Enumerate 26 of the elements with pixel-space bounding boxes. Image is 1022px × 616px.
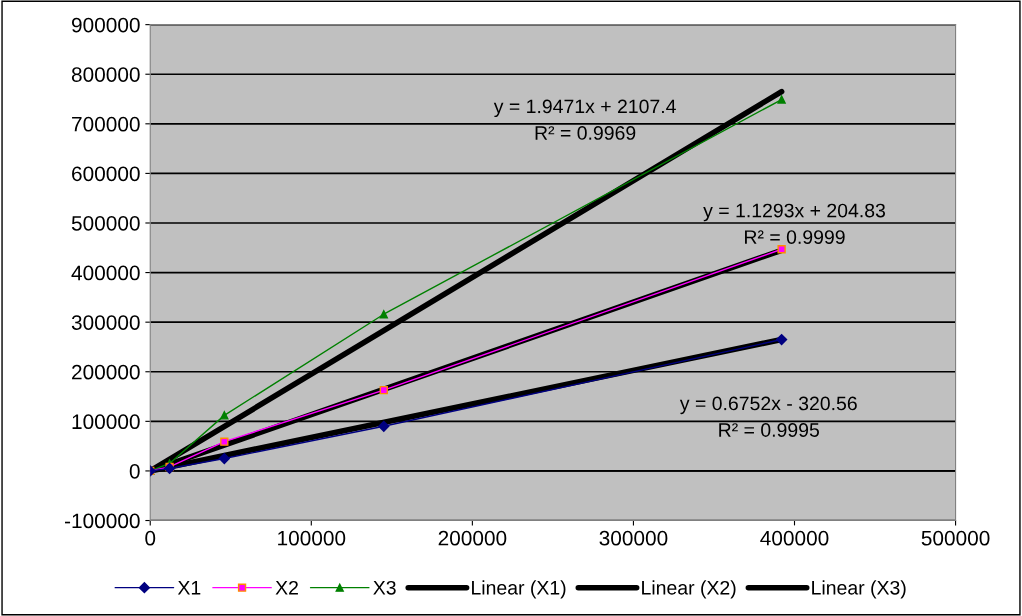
- y-tick-label: 400000: [71, 265, 140, 281]
- x-tick-label: 0: [145, 530, 156, 546]
- x-tick-label: 400000: [760, 530, 829, 546]
- y-tick-label: 500000: [71, 215, 140, 231]
- y-tick-label: 200000: [72, 364, 140, 380]
- y-tick-label: 100000: [72, 414, 140, 430]
- y-tick-label: 0: [129, 463, 140, 479]
- y-tick-label: 700000: [72, 116, 140, 132]
- legend-label: X3: [373, 580, 396, 595]
- y-tick-label: 600000: [72, 166, 140, 182]
- x-tick-label: 500000: [921, 530, 990, 546]
- annotation: y = 0.6752x - 320.56 R² = 0.9995: [679, 396, 857, 437]
- y-tick-label: -100000: [64, 513, 140, 529]
- legend-label: Linear (X1): [472, 580, 566, 599]
- legend-label: X2: [275, 580, 298, 595]
- annotation: y = 1.1293x + 204.83 R² = 0.9999: [703, 203, 886, 244]
- legend-label: Linear (X3): [812, 580, 906, 599]
- x-tick-label: 200000: [438, 530, 507, 546]
- y-tick-label: 300000: [71, 315, 140, 330]
- legend-label: Linear (X2): [642, 580, 736, 599]
- x-tick-label: 300000: [599, 530, 668, 546]
- y-tick-label: 800000: [71, 67, 140, 82]
- annotation: y = 1.9471x + 2107.4 R² = 0.9969: [493, 99, 676, 140]
- legend-label: X1: [177, 581, 201, 595]
- x-tick-label: 100000: [278, 530, 346, 546]
- y-tick-label: 900000: [71, 17, 140, 33]
